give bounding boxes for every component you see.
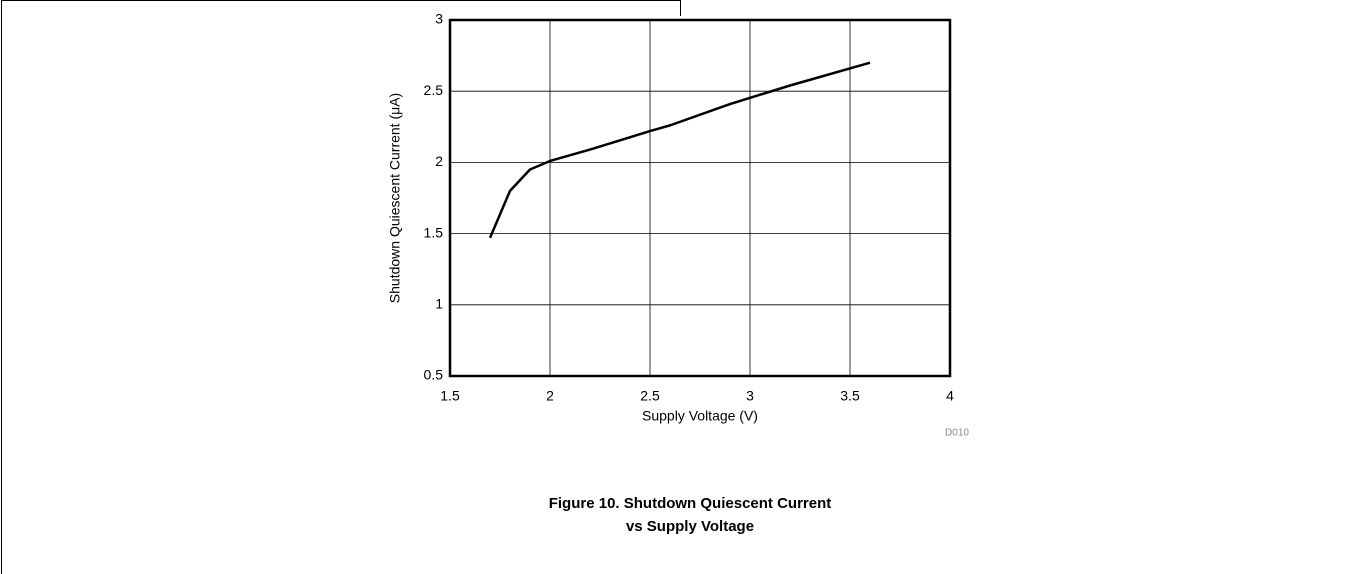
y-axis-label: Shutdown Quiescent Current (μA)	[387, 93, 403, 303]
data-line	[488, 61, 871, 239]
y-tick-label: 1.5	[424, 224, 444, 240]
y-tick-label: 0.5	[424, 367, 444, 383]
x-tick-label: 3	[746, 388, 754, 404]
x-tick-label: 2.5	[640, 388, 660, 404]
x-tick-label: 4	[946, 388, 954, 404]
y-tick-label: 1	[435, 296, 443, 312]
y-tick-label: 2	[435, 153, 443, 169]
x-tick-label: 1.5	[440, 388, 460, 404]
caption: vs Supply Voltage	[626, 518, 754, 535]
y-tick-label: 2.5	[424, 82, 444, 98]
caption: Figure 10. Shutdown Quiescent Current	[549, 495, 832, 512]
x-tick-label: 3.5	[840, 388, 860, 404]
y-tick-label: 3	[435, 11, 443, 27]
x-tick-label: 2	[546, 388, 554, 404]
figure-id: D010	[945, 428, 969, 439]
x-axis-label: Supply Voltage (V)	[642, 408, 758, 424]
plot-frame	[448, 18, 952, 378]
